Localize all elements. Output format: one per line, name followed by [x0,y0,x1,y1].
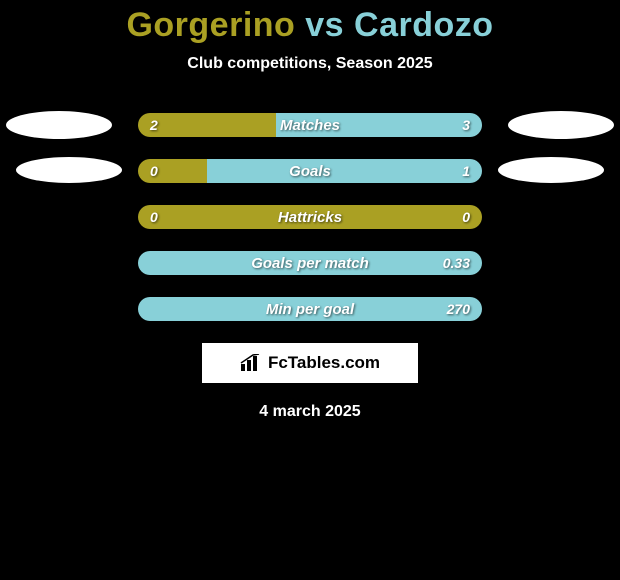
stat-value-right: 3 [462,113,470,137]
stat-row: Goals0 1 [0,159,620,183]
stat-bar: Goals0 1 [138,159,482,183]
player-b-badge [508,111,614,139]
stat-value-right: 1 [462,159,470,183]
player-a-badge [6,111,112,139]
stat-rows: Matches23Goals01Hattricks00Goals per mat… [0,113,620,321]
stat-row: Matches2 3 [0,113,620,137]
date-line: 4 march 2025 [0,403,620,421]
comparison-infographic: Gorgerino vs Cardozo Club competitions, … [0,6,620,421]
player-a-name: Gorgerino [126,6,295,44]
stat-label: Matches [138,113,482,137]
stat-bar: Min per goal270 [138,297,482,321]
stat-label: Hattricks [138,205,482,229]
stat-row: Goals per match0.33 [0,251,620,275]
stat-label: Min per goal [138,297,482,321]
stat-value-left: 0 [150,159,158,183]
stat-value-right: 0 [462,205,470,229]
stat-bar: Hattricks0 0 [138,205,482,229]
stat-bar: Goals per match0.33 [138,251,482,275]
bar-chart-icon [240,354,262,372]
page-title: Gorgerino vs Cardozo [0,6,620,45]
stat-label: Goals per match [138,251,482,275]
player-a-badge [16,157,122,183]
player-b-badge [498,157,604,183]
stat-bar: Matches2 3 [138,113,482,137]
player-b-name: Cardozo [354,6,494,44]
stat-row: Min per goal270 [0,297,620,321]
stat-value-right: 0.33 [443,251,470,275]
stat-row: Hattricks0 0 [0,205,620,229]
subtitle: Club competitions, Season 2025 [0,55,620,73]
stat-value-left: 2 [150,113,158,137]
stat-value-right: 270 [447,297,470,321]
stat-value-left: 0 [150,205,158,229]
vs-separator: vs [295,6,354,44]
brand-text: FcTables.com [268,353,380,373]
stat-label: Goals [138,159,482,183]
brand-badge[interactable]: FcTables.com [202,343,418,383]
